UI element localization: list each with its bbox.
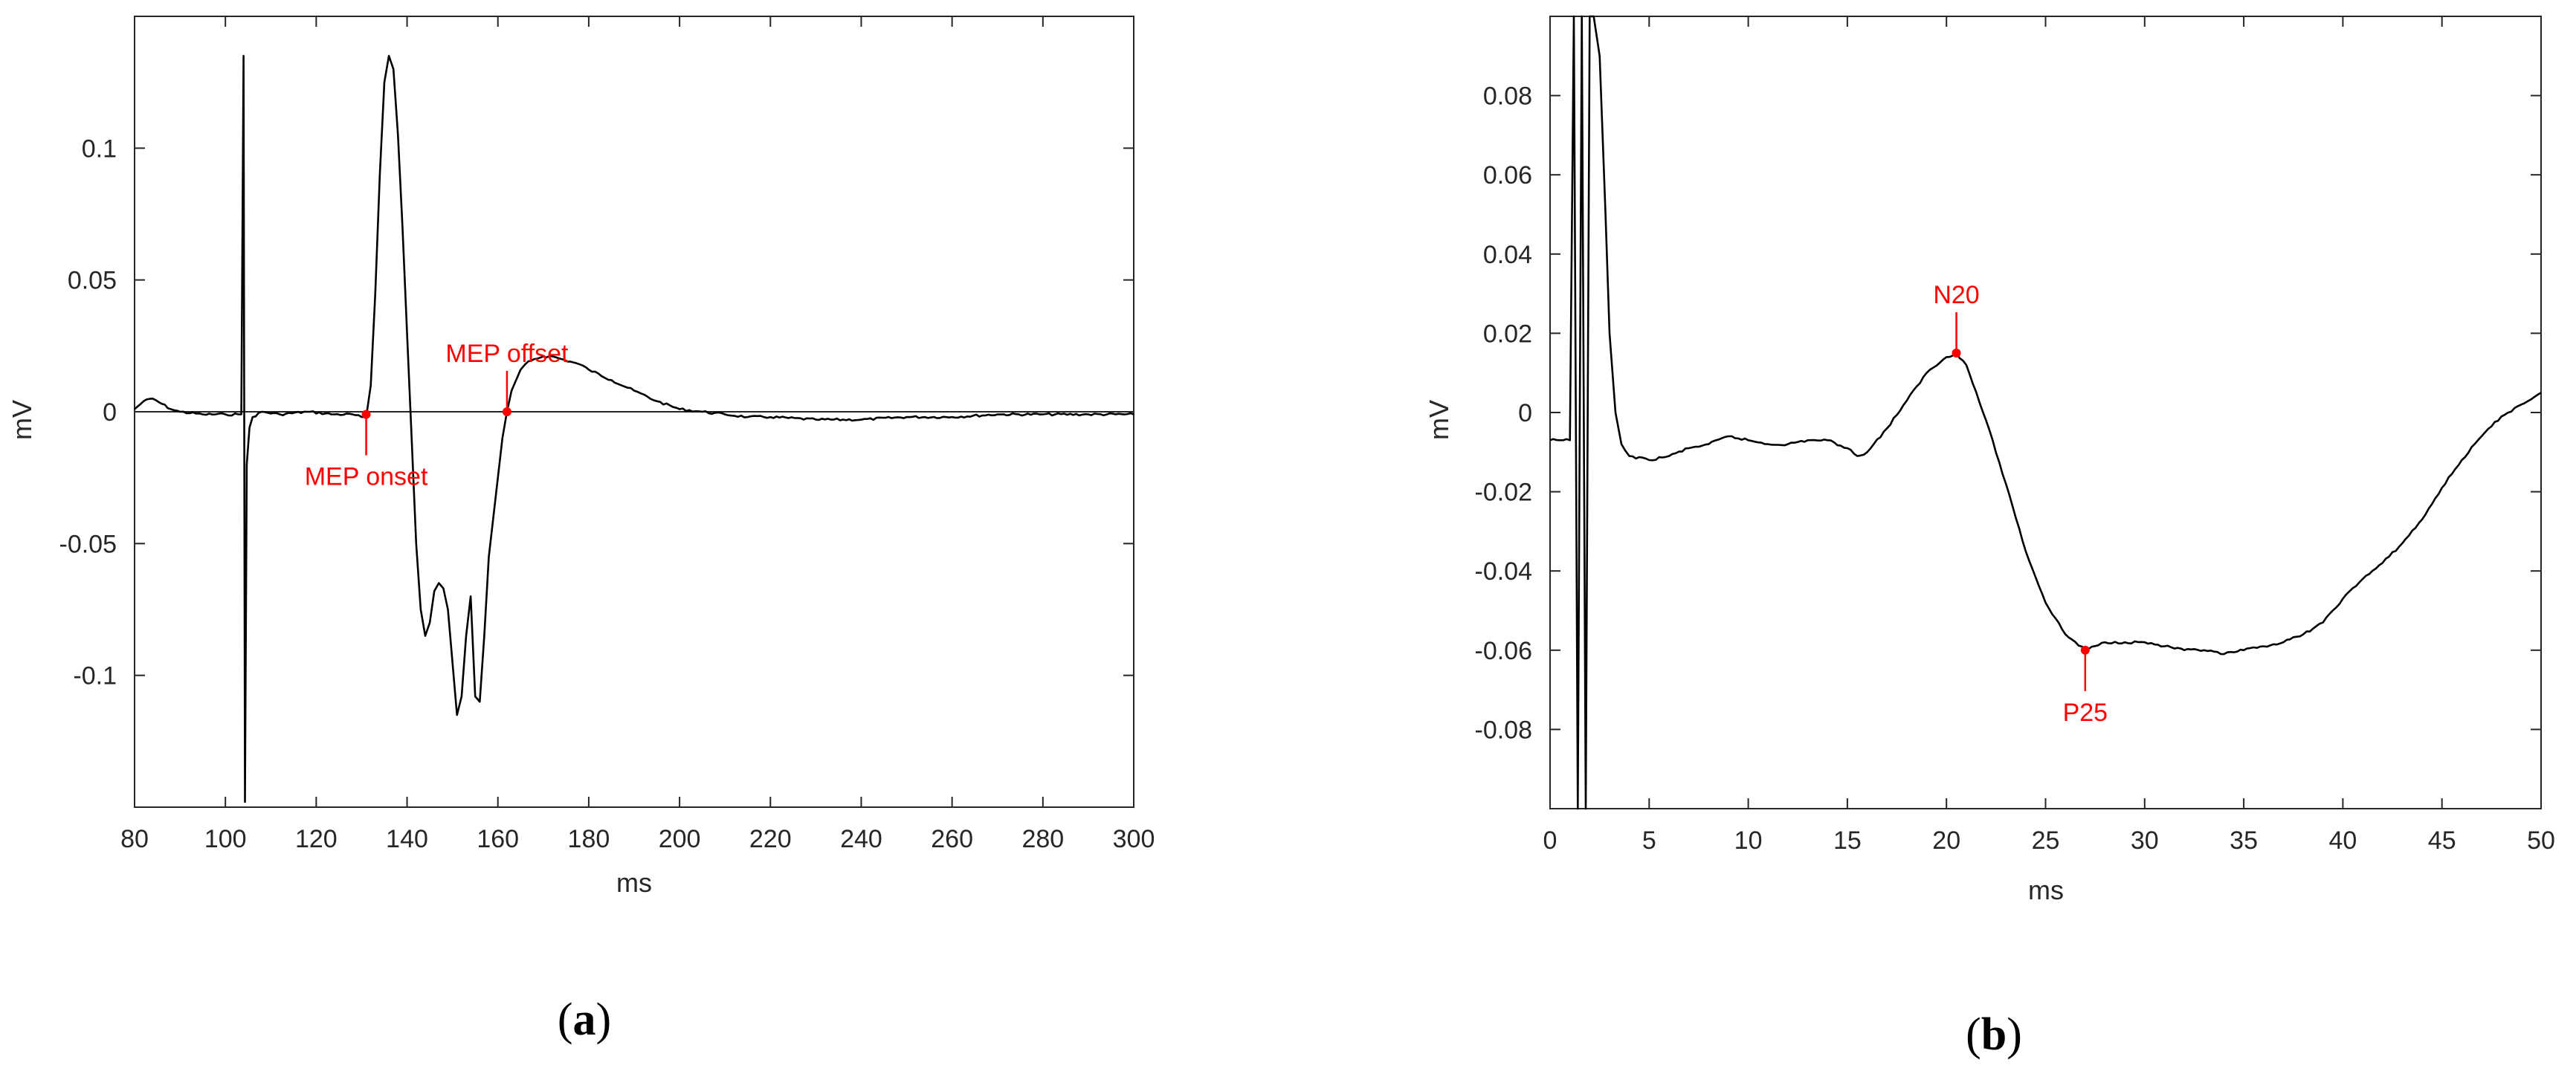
y-tick-label: 0.08	[1483, 83, 1532, 111]
annotation-label: P25	[2063, 699, 2108, 727]
x-ticks-a: 80 100 120 140 160 180 200 220 240 260 280 300	[120, 16, 1155, 853]
x-tick-label: 140	[386, 825, 428, 853]
annotation-marker	[361, 410, 371, 419]
y-tick-label: 0.02	[1483, 320, 1532, 348]
y-tick-label: -0.05	[59, 530, 117, 558]
y-tick-label: -0.1	[73, 662, 117, 690]
x-tick-label: 240	[840, 825, 882, 853]
x-tick-label: 50	[2527, 826, 2555, 855]
x-tick-label: 45	[2428, 826, 2456, 855]
y-tick-label: 0.05	[68, 267, 117, 295]
y-tick-label: -0.02	[1475, 479, 1533, 507]
x-tick-label: 20	[1932, 826, 1960, 855]
x-tick-label: 120	[295, 825, 338, 853]
x-tick-label: 35	[2230, 826, 2258, 855]
x-tick-label: 300	[1113, 825, 1155, 853]
x-tick-label: 200	[659, 825, 701, 853]
mep-trace	[134, 54, 1134, 803]
panel-caption-a: (a)	[558, 994, 611, 1045]
y-ticks-a: -0.1 -0.05 0 0.05 0.1	[59, 135, 1134, 690]
y-tick-label: -0.08	[1475, 716, 1533, 744]
chart-panel-b: 0 5 10 15 20 25 30 35 40 45 50 -0.08-0.06-0.04-0.0…	[1424, 15, 2555, 1060]
x-tick-label: 5	[1642, 826, 1656, 855]
plot-area-frame-b	[1549, 16, 2542, 809]
x-tick-label: 80	[120, 825, 149, 853]
annotation-marker	[2080, 645, 2090, 655]
y-tick-label: 0	[103, 398, 117, 427]
annotation-label: MEP onset	[305, 463, 428, 491]
x-tick-label: 40	[2328, 826, 2357, 855]
annotation-label: N20	[1933, 281, 1979, 309]
x-tick-label: 280	[1021, 825, 1064, 853]
x-tick-label: 0	[1543, 826, 1557, 855]
x-tick-label: 25	[2032, 826, 2060, 855]
x-axis-label-b: ms	[2028, 875, 2064, 905]
x-tick-label: 160	[477, 825, 519, 853]
annotations-b: N20 P25	[1933, 281, 2108, 727]
panel-letter-b: b	[1981, 1009, 2007, 1060]
chart-panel-a: 80 100 120 140 160 180 200 220 240 260 280 300 -0.1…	[7, 16, 1155, 1045]
x-tick-label: 220	[749, 825, 792, 853]
x-tick-label: 15	[1833, 826, 1862, 855]
y-tick-label: -0.06	[1475, 637, 1533, 665]
y-tick-label: 0.06	[1483, 161, 1532, 190]
y-tick-label: 0.04	[1483, 241, 1532, 269]
annotation-marker	[1952, 349, 1961, 358]
y-tick-label: 0.1	[82, 135, 117, 163]
y-ticks-b: -0.08 -0.06 -0.04 -0.02 0 0.02 0.04 0.06 0.08	[1475, 83, 2541, 744]
x-axis-label-a: ms	[616, 867, 652, 898]
x-tick-label: 30	[2131, 826, 2159, 855]
x-tick-label: 10	[1734, 826, 1763, 855]
y-axis-label-a: mV	[7, 400, 37, 440]
x-tick-label: 260	[931, 825, 973, 853]
x-ticks-b: 0 5 10 15 20 25 30 35 40 45 50	[1543, 16, 2555, 855]
panel-letter-a: a	[573, 994, 596, 1045]
annotation-marker	[502, 407, 511, 416]
y-tick-label: -0.04	[1475, 557, 1533, 586]
x-tick-label: 180	[568, 825, 610, 853]
ssep-trace	[1549, 15, 2542, 810]
annotation-label: MEP offset	[445, 340, 569, 368]
y-tick-label: 0	[1518, 399, 1532, 427]
x-tick-label: 100	[204, 825, 247, 853]
annotations-a: MEP onset MEP offset	[305, 340, 569, 491]
y-axis-label-b: mV	[1424, 400, 1454, 440]
panel-caption-b: (b)	[1966, 1009, 2022, 1060]
